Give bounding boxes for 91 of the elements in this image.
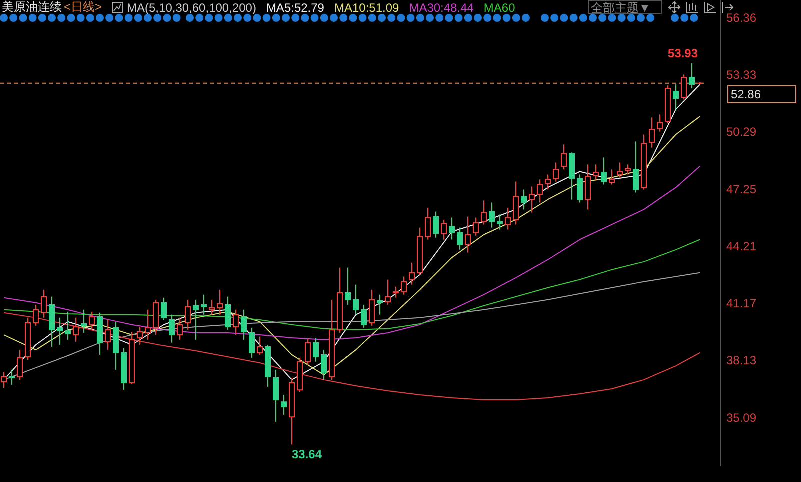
candlestick — [249, 327, 255, 358]
candlestick — [41, 289, 47, 318]
candlestick — [481, 200, 487, 226]
candlestick — [217, 289, 223, 316]
candlestick — [433, 211, 439, 238]
ref-line-label: 52.86 — [731, 87, 762, 102]
candlestick — [545, 174, 551, 190]
candlestick — [177, 317, 183, 340]
text: MA60 — [484, 0, 516, 14]
candlestick — [633, 141, 639, 194]
annotation: 全部主题▼ — [588, 0, 662, 15]
candlestick — [313, 338, 319, 362]
candlestick — [201, 294, 207, 316]
candlestick — [9, 369, 15, 386]
candlestick — [169, 314, 175, 344]
y-tick-label: 41.17 — [726, 296, 757, 311]
candlestick — [529, 186, 535, 214]
candlestick — [33, 304, 39, 327]
y-tick-label: 50.29 — [726, 125, 757, 140]
candlestick — [689, 62, 695, 89]
candlestick — [561, 144, 567, 170]
candlestick — [353, 284, 359, 316]
candlestick — [673, 84, 679, 110]
candlestick — [457, 227, 463, 250]
candlestick — [521, 189, 527, 210]
candlestick — [361, 304, 367, 328]
candlestick — [601, 157, 607, 186]
candlestick — [681, 74, 687, 100]
candlestick — [489, 202, 495, 228]
candlestick — [497, 214, 503, 230]
candlestick — [401, 276, 407, 296]
candlestick — [321, 350, 327, 380]
candlestick — [281, 394, 287, 416]
annotation: 33.64 — [292, 448, 322, 462]
chart-subtitle: <日线> — [64, 0, 102, 16]
candlestick — [649, 117, 655, 148]
candlestick — [593, 164, 599, 180]
candlestick — [81, 309, 87, 334]
candlestick — [425, 207, 431, 240]
candlestick — [161, 297, 167, 320]
line-series — [4, 166, 700, 340]
candlestick — [585, 164, 591, 210]
candlestick — [257, 336, 263, 356]
y-tick-label: 35.09 — [726, 410, 757, 425]
candlestick — [473, 217, 479, 236]
candlestick — [553, 162, 559, 182]
candlestick — [409, 262, 415, 286]
candlestick — [345, 267, 351, 306]
candlestick — [537, 179, 543, 204]
annotation: MA(5,10,30,60,100,200) — [127, 0, 256, 14]
candlestick — [145, 309, 151, 340]
candlestick — [273, 369, 279, 423]
y-tick-label: 47.25 — [726, 182, 757, 196]
text: MA5:52.79 — [266, 0, 324, 14]
candlestick — [305, 338, 311, 366]
candlestick — [105, 320, 111, 351]
candlestick — [625, 164, 631, 176]
candlestick — [617, 162, 623, 178]
candlestick — [609, 169, 615, 186]
y-tick-label: 53.33 — [726, 68, 757, 82]
candlestick — [577, 174, 583, 204]
candlestick — [65, 311, 71, 340]
candlestick — [369, 289, 375, 327]
y-tick-label: 56.36 — [726, 11, 757, 26]
candlestick — [225, 296, 231, 330]
candlestick — [377, 294, 383, 316]
candlestick — [385, 279, 391, 306]
candlestick — [137, 326, 143, 346]
candlestick — [241, 309, 247, 340]
candlestick — [185, 299, 191, 330]
candlestick — [209, 299, 215, 316]
candlestick — [193, 299, 199, 340]
y-tick-label: 38.13 — [726, 354, 757, 368]
candlestick — [73, 317, 79, 342]
line-series — [4, 239, 700, 330]
text: MA10:51.09 — [334, 0, 400, 14]
candlestick — [441, 219, 447, 240]
chart-title: 美原油连续 — [2, 0, 62, 16]
candlestick — [57, 317, 63, 346]
candlestick — [233, 309, 239, 336]
y-tick-label: 44.21 — [726, 239, 757, 254]
candlestick — [505, 207, 511, 230]
candlestick — [657, 114, 663, 132]
candlestick — [393, 286, 399, 298]
text: MA30:48.44 — [409, 0, 474, 14]
candlestick — [513, 181, 519, 226]
candlestick — [465, 216, 471, 254]
candlestick — [89, 311, 95, 330]
candlestick — [449, 217, 455, 240]
annotation: 53.93 — [668, 46, 698, 60]
candlestick — [17, 350, 23, 380]
